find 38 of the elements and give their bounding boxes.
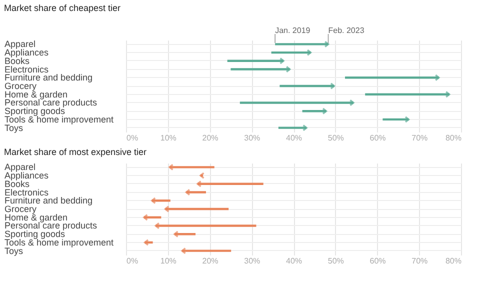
- x-tick-label: 50%: [328, 256, 344, 266]
- x-tick-label: 0%: [126, 134, 138, 142]
- y-tick-label: Toys: [4, 122, 24, 133]
- x-tick-label: 70%: [412, 134, 428, 142]
- x-tick-label: 30%: [244, 134, 260, 142]
- y-tick-label: Grocery: [4, 81, 38, 91]
- y-tick-label: Toys: [4, 246, 24, 256]
- y-tick-label: Furniture and bedding: [4, 196, 93, 206]
- x-tick-label: 20%: [202, 256, 218, 266]
- x-tick-label: 80%: [445, 256, 462, 266]
- y-tick-label: Apparel: [4, 162, 36, 172]
- y-tick-label: Appliances: [4, 170, 50, 181]
- y-tick-label: Electronics: [4, 64, 50, 74]
- x-tick-label: 40%: [286, 134, 302, 142]
- x-tick-label: 50%: [328, 134, 344, 142]
- y-tick-label: Sporting goods: [4, 106, 66, 116]
- y-tick-label: Home & garden: [4, 212, 68, 222]
- y-tick-label: Apparel: [4, 39, 36, 50]
- chart-title: Market share of cheapest tier: [4, 3, 121, 13]
- x-tick-label: 0%: [126, 256, 138, 266]
- x-tick-label: 10%: [160, 256, 176, 266]
- x-tick-label: 60%: [370, 134, 386, 142]
- y-tick-label: Grocery: [4, 204, 38, 214]
- y-tick-label: Electronics: [4, 187, 50, 198]
- y-tick-label: Home & garden: [4, 89, 68, 100]
- x-tick-label: 20%: [202, 134, 218, 142]
- x-tick-label: 10%: [160, 134, 176, 142]
- x-tick-label: 30%: [244, 256, 260, 266]
- x-tick-label: 40%: [286, 256, 302, 266]
- x-tick-label: 80%: [445, 134, 462, 142]
- y-tick-label: Sporting goods: [4, 229, 66, 240]
- x-tick-label: 70%: [412, 256, 428, 266]
- text: Jan. 2019: [275, 26, 311, 35]
- chart-title: Market share of most expensive tier: [4, 147, 147, 158]
- y-tick-label: Appliances: [4, 48, 50, 58]
- y-tick-label: Furniture and bedding: [4, 72, 93, 83]
- text: Feb. 2023: [328, 26, 365, 35]
- x-tick-label: 60%: [370, 256, 386, 266]
